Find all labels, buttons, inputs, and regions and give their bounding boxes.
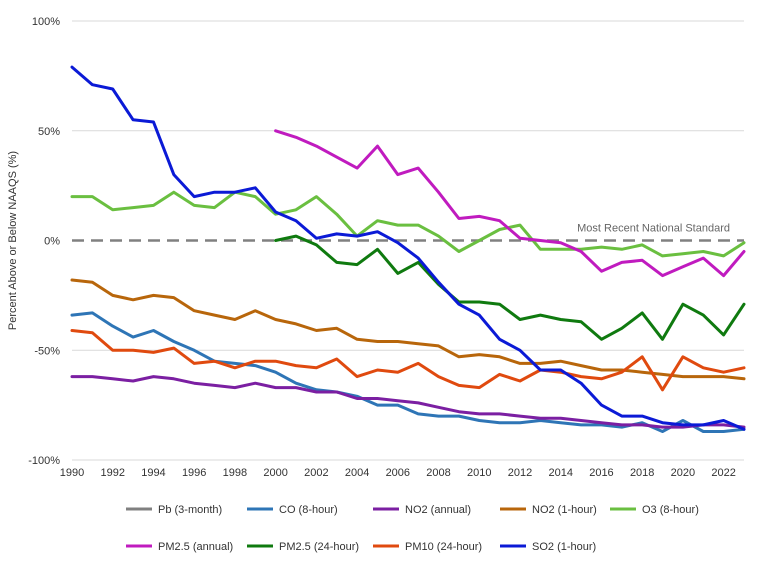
y-tick-label: 0% [44,236,60,248]
legend-label: O3 (8-hour) [642,504,699,516]
legend-label: NO2 (1-hour) [532,504,597,516]
legend-label: NO2 (annual) [405,504,471,516]
legend-item-so2-1-hour: SO2 (1-hour) [500,541,596,553]
legend-item-o3-8-hour: O3 (8-hour) [610,504,699,516]
reference-line-group: Most Recent National Standard [72,223,744,242]
legend: Pb (3-month) CO (8-hour) NO2 (annual) NO2 (… [126,504,699,553]
y-axis-label: Percent Above or Below NAAQS (%) [7,151,19,330]
series-line-pm10-24-hour [70,329,746,392]
series-line-no2-1-hour [70,278,746,381]
series-line-no2-annual [70,375,746,429]
y-tick-label: 50% [38,126,60,138]
x-tick-label: 2010 [467,467,491,479]
y-tick-label: 100% [32,16,60,28]
legend-label: CO (8-hour) [279,504,338,516]
legend-label: SO2 (1-hour) [532,541,596,553]
x-tick-label: 1998 [223,467,247,479]
x-tick-label: 2008 [426,467,450,479]
series-line-pm2-5-24-hour [274,234,746,341]
legend-item-no2-1-hour: NO2 (1-hour) [500,504,597,516]
legend-label: Pb (3-month) [158,504,222,516]
legend-item-pb-3-month: Pb (3-month) [126,504,222,516]
x-tick-label: 1990 [60,467,84,479]
legend-item-pm2-5-annual: PM2.5 (annual) [126,541,233,553]
series-layer [70,65,746,433]
x-tick-label: 1994 [141,467,165,479]
legend-label: PM2.5 (annual) [158,541,233,553]
x-tick-label: 2000 [263,467,287,479]
legend-item-pm2-5-24-hour: PM2.5 (24-hour) [247,541,359,553]
legend-label: PM2.5 (24-hour) [279,541,359,553]
y-tick-label: -100% [28,455,60,467]
x-tick-label: 2014 [548,467,572,479]
y-tick-label: -50% [34,345,60,357]
x-tick-label: 2022 [711,467,735,479]
x-tick-label: 2004 [345,467,369,479]
x-tick-label: 2020 [671,467,695,479]
legend-item-co-8-hour: CO (8-hour) [247,504,338,516]
x-tick-label: 1992 [100,467,124,479]
axis-layer: 100% 50% 0% -50% -100%1990 1992 1994 1996 1998 20… [28,16,736,479]
x-tick-label: 1996 [182,467,206,479]
series-line-so2-1-hour [70,65,746,431]
series-line-pm2-5-annual [274,129,746,278]
legend-item-no2-annual: NO2 (annual) [373,504,471,516]
x-tick-label: 2006 [386,467,410,479]
legend-label: PM10 (24-hour) [405,541,482,553]
legend-item-pm10-24-hour: PM10 (24-hour) [373,541,482,553]
x-tick-label: 2016 [589,467,613,479]
reference-line-label: Most Recent National Standard [577,223,730,235]
series-line-o3-8-hour [70,190,746,258]
grid-layer [72,20,744,461]
x-tick-label: 2018 [630,467,654,479]
x-tick-label: 2012 [508,467,532,479]
x-tick-label: 2002 [304,467,328,479]
